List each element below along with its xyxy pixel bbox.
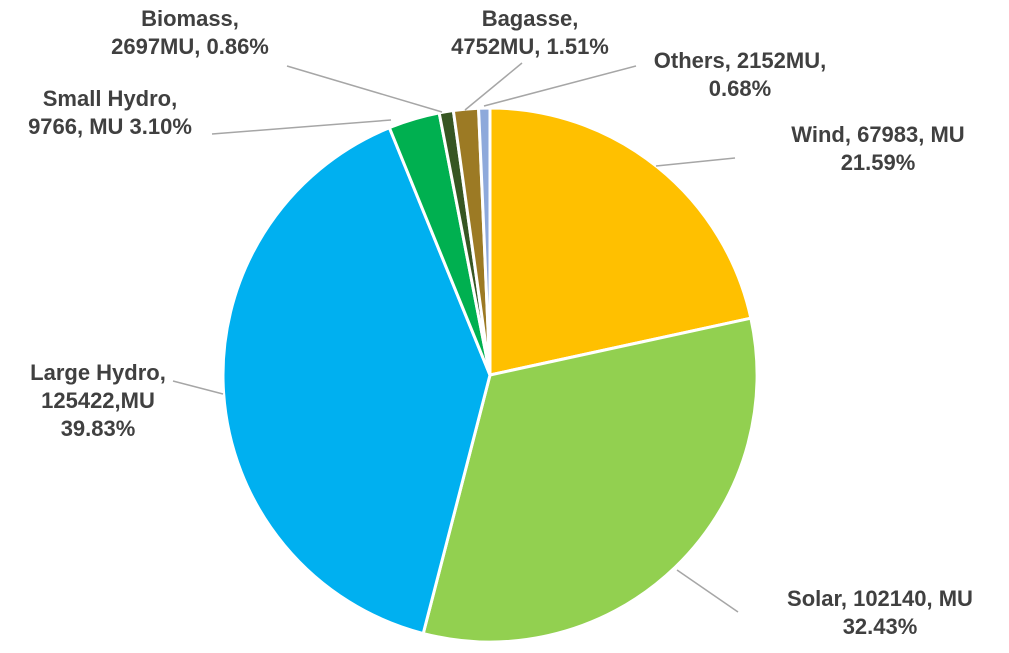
data-label-line: Solar, 102140, MU <box>787 586 973 611</box>
data-label-line: Wind, 67983, MU <box>791 122 964 147</box>
data-label-line: 21.59% <box>841 150 916 175</box>
data-label-large-hydro: Large Hydro, 125422,MU 39.83% <box>30 360 166 441</box>
data-label-line: Others, 2152MU, <box>654 48 826 73</box>
leader-line-large-hydro <box>172 380 224 395</box>
data-label-line: 9766, MU 3.10% <box>28 114 192 139</box>
data-label-small-hydro: Small Hydro, 9766, MU 3.10% <box>28 86 192 139</box>
data-label-line: 4752MU, 1.51% <box>451 34 609 59</box>
data-label-line: 0.68% <box>709 76 771 101</box>
data-label-line: 125422,MU <box>41 388 155 413</box>
data-label-line: 39.83% <box>61 416 136 441</box>
data-label-others: Others, 2152MU, 0.68% <box>654 48 826 101</box>
data-label-line: Bagasse, <box>482 6 579 31</box>
pie-slices <box>221 106 759 644</box>
leader-lines <box>172 62 739 613</box>
leader-line-bagasse <box>464 62 523 111</box>
data-label-wind: Wind, 67983, MU 21.59% <box>791 122 964 175</box>
pie-slice-others <box>477 106 492 377</box>
leader-line-solar <box>676 569 739 613</box>
pie-slice-wind <box>488 106 753 377</box>
data-label-biomass: Biomass, 2697MU, 0.86% <box>111 6 269 59</box>
leader-line-wind <box>655 157 736 167</box>
data-labels: Wind, 67983, MU 21.59% Solar, 102140, MU 32… <box>28 6 973 639</box>
data-label-bagasse: Bagasse, 4752MU, 1.51% <box>451 6 609 59</box>
pie-slice-solar <box>421 316 759 644</box>
data-label-line: Biomass, <box>141 6 239 31</box>
data-label-line: Large Hydro, <box>30 360 166 385</box>
data-label-solar: Solar, 102140, MU 32.43% <box>787 586 973 639</box>
data-label-line: 32.43% <box>843 614 918 639</box>
pie-slice-large-hydro <box>221 126 492 636</box>
leader-line-others <box>483 65 637 107</box>
leader-line-biomass <box>286 65 443 113</box>
leader-line-small-hydro <box>211 119 392 135</box>
data-label-line: Small Hydro, <box>43 86 177 111</box>
data-label-line: 2697MU, 0.86% <box>111 34 269 59</box>
